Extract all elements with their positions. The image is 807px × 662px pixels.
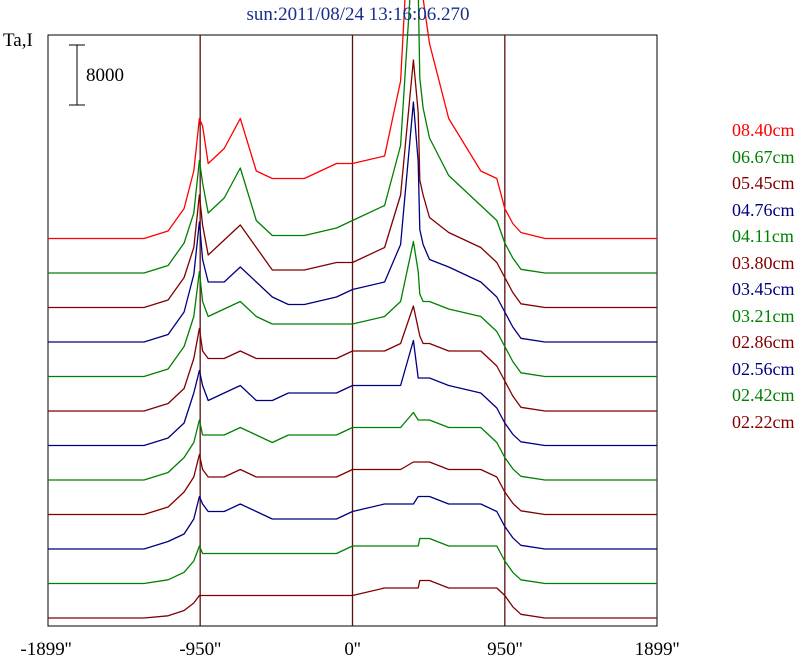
series-line-06.67cm — [48, 0, 657, 274]
scale-bar-label: 8000 — [86, 65, 124, 86]
x-tick-labels: -1899'' -950'' 0'' 950'' 1899'' — [20, 639, 679, 660]
legend-item-03.21cm: 03.21cm — [732, 305, 795, 326]
series-line-08.40cm — [48, 0, 657, 240]
vertical-reference-lines — [199, 35, 506, 626]
series-group — [48, 0, 657, 619]
series-line-03.45cm — [48, 339, 657, 447]
series-line-02.22cm — [48, 579, 657, 619]
series-line-04.76cm — [48, 101, 657, 343]
x-tick-label-1: -950'' — [179, 639, 221, 660]
legend-item-04.76cm: 04.76cm — [732, 199, 795, 220]
y-axis-label: Ta,I — [3, 30, 33, 51]
legend-item-02.86cm: 02.86cm — [732, 332, 795, 352]
chart-title: sun:2011/08/24 13:16:06.270 — [246, 4, 470, 25]
series-line-02.86cm — [48, 453, 657, 516]
series-line-05.45cm — [48, 59, 657, 309]
legend-item-04.11cm: 04.11cm — [732, 226, 794, 246]
series-line-03.80cm — [48, 305, 657, 412]
x-tick-label-0: -1899'' — [20, 639, 71, 660]
x-tick-label-2: 0'' — [344, 639, 360, 660]
legend-item-05.45cm: 05.45cm — [732, 173, 795, 193]
legend: 08.40cm 06.67cm 05.45cm 04.76cm 04.11cm 03.80… — [732, 117, 795, 435]
legend-item-08.40cm: 08.40cm — [732, 120, 795, 140]
legend-item-03.80cm: 03.80cm — [732, 252, 795, 273]
legend-item-03.45cm: 03.45cm — [732, 279, 795, 299]
legend-item-02.56cm: 02.56cm — [732, 358, 795, 379]
x-tick-label-4: 1899'' — [635, 639, 680, 660]
legend-item-02.22cm: 02.22cm — [732, 411, 795, 432]
x-tick-label-3: 950'' — [487, 639, 522, 660]
series-line-04.11cm — [48, 240, 657, 378]
series-line-02.42cm — [48, 537, 657, 585]
scale-bar — [69, 44, 85, 106]
series-line-03.21cm — [48, 411, 657, 481]
legend-item-02.42cm: 02.42cm — [732, 385, 795, 405]
series-line-02.56cm — [48, 495, 657, 550]
legend-item-06.67cm: 06.67cm — [732, 146, 795, 167]
